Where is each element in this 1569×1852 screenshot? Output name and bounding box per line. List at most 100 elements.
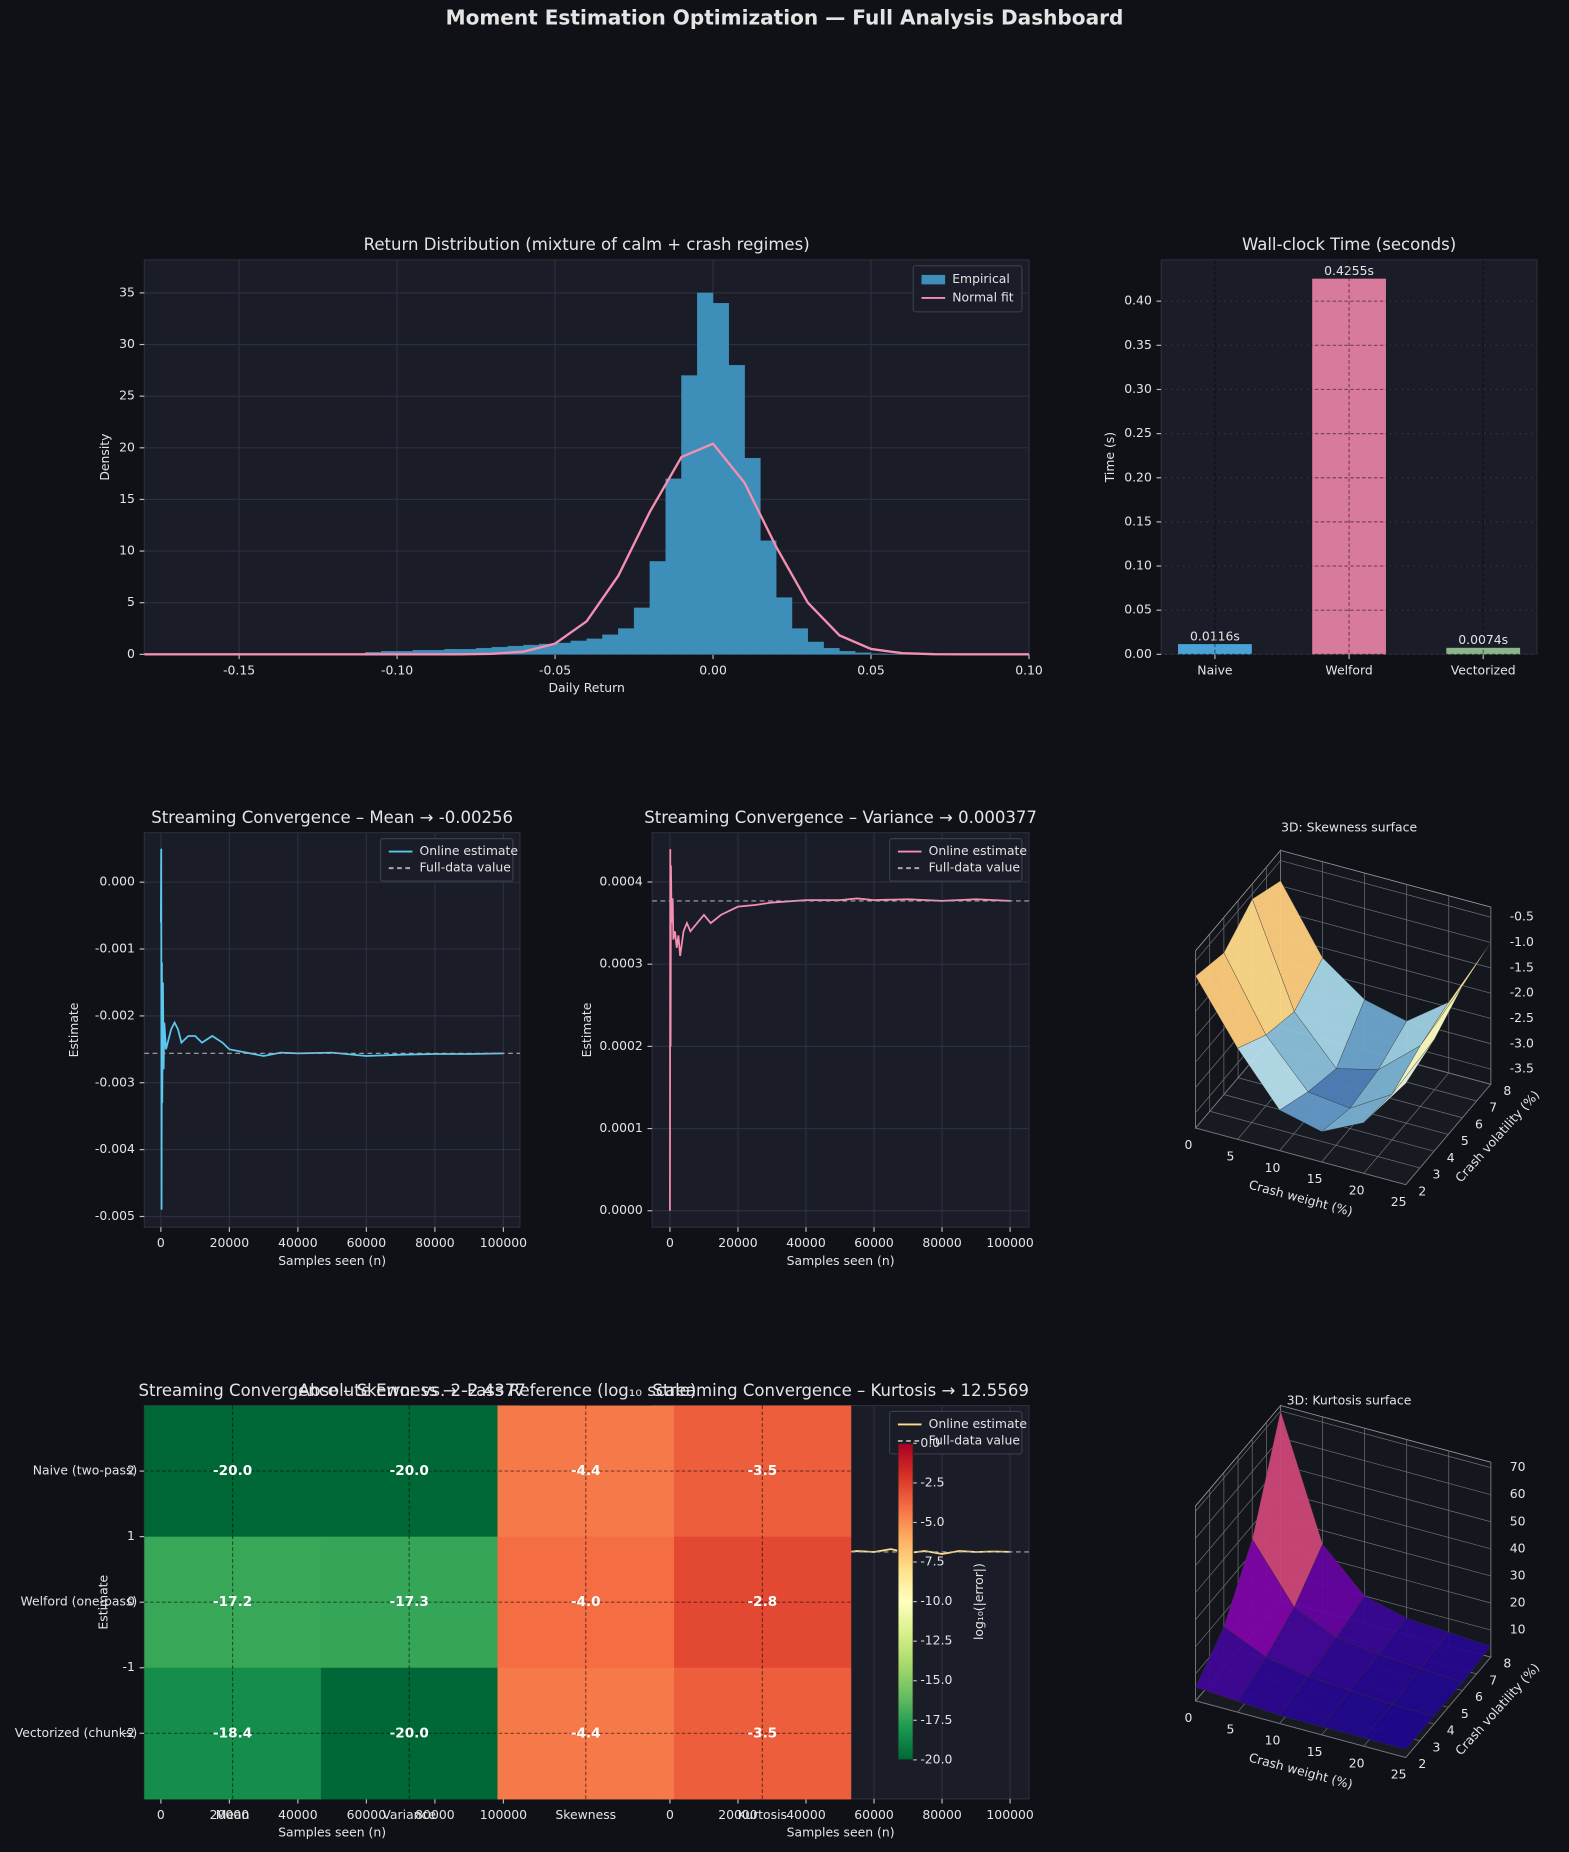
legend-label: Empirical — [952, 271, 1010, 286]
x-tick-label: 20 — [1349, 1755, 1365, 1770]
x-tick-label: 10 — [1265, 1160, 1281, 1175]
y-tick-label: 0.00 — [1124, 646, 1152, 661]
cell-label: -20.0 — [213, 1463, 252, 1479]
x-tick-label: 100000 — [986, 1807, 1033, 1822]
legend-label: Online estimate — [929, 843, 1027, 858]
histogram-bar — [602, 634, 619, 655]
legend-swatch — [921, 274, 946, 285]
legend-label: Full-data value — [929, 1432, 1020, 1447]
histogram-bar — [665, 478, 682, 655]
histogram-bar — [697, 292, 714, 655]
z-tick-label: 60 — [1510, 1486, 1526, 1501]
x-tick-label: 20 — [1349, 1183, 1365, 1198]
colorbar — [897, 1442, 914, 1761]
y-tick-label: 6 — [1475, 1689, 1483, 1704]
x-tick-label: 60000 — [854, 1807, 894, 1822]
cell-label: -20.0 — [390, 1725, 429, 1741]
x-tick-label: -0.15 — [223, 662, 255, 677]
column-label: Skewness — [555, 1807, 616, 1822]
x-tick-label: Naive — [1197, 662, 1232, 677]
y-tick-label: 10 — [119, 543, 135, 558]
y-tick-label: -0.003 — [95, 1074, 135, 1089]
y-tick-label: 5 — [1461, 1133, 1469, 1148]
histogram-bar — [570, 640, 587, 655]
x-tick-label: 15 — [1307, 1171, 1323, 1186]
z-tick-label: 20 — [1510, 1594, 1526, 1609]
y-tick-label: 0.10 — [1124, 558, 1152, 573]
legend-label: Full-data value — [929, 860, 1020, 875]
grid-line — [1195, 950, 1406, 1186]
column-label: Kurtosis — [738, 1807, 787, 1822]
cell-label: -20.0 — [390, 1463, 429, 1479]
histogram-bar — [760, 540, 777, 655]
histogram-bar — [728, 365, 745, 655]
column-label: Mean — [216, 1807, 250, 1822]
x-tick-label: 60000 — [347, 1807, 387, 1822]
histogram-bar — [554, 642, 572, 655]
chart-title: 3D: Kurtosis surface — [1287, 1392, 1412, 1407]
z-tick-label: 50 — [1510, 1513, 1526, 1528]
z-tick-label: -3.0 — [1510, 1035, 1534, 1050]
legend-box — [889, 838, 1023, 882]
line-series — [669, 849, 1011, 1211]
x-tick-label: 20000 — [718, 1235, 758, 1250]
histogram-bar — [823, 647, 840, 655]
page-title: Moment Estimation Optimization — Full An… — [446, 5, 1124, 29]
cell-label: -4.0 — [571, 1594, 601, 1610]
histogram-bar — [649, 561, 666, 655]
x-tick-label: 100000 — [986, 1235, 1033, 1250]
x-tick-label: 80000 — [922, 1807, 962, 1822]
cell-label: -17.3 — [390, 1594, 429, 1610]
x-tick-label: 20000 — [210, 1235, 250, 1250]
grid-line — [1195, 860, 1491, 962]
histogram-bar — [839, 651, 856, 655]
y-tick-label: 0.0000 — [599, 1202, 642, 1217]
bar — [1312, 278, 1386, 655]
cell-label: -4.4 — [571, 1463, 601, 1479]
y-axis-label: Time (s) — [1102, 432, 1117, 483]
surface-face — [1363, 1704, 1435, 1750]
plot-area — [143, 259, 1030, 655]
y-tick-label: 0.05 — [1124, 602, 1152, 617]
x-tick-label: 10 — [1265, 1733, 1281, 1748]
colorbar-tick-label: -5.0 — [920, 1514, 944, 1529]
x-tick-label: 0.05 — [857, 662, 885, 677]
cell-label: -18.4 — [213, 1725, 252, 1741]
x-axis-label: Samples seen (n) — [787, 1253, 895, 1268]
colorbar-label: log₁₀(|error|) — [971, 1563, 986, 1640]
histogram-bar — [681, 375, 698, 655]
value-label: 0.0116s — [1190, 629, 1240, 644]
chart-title: Streaming Convergence – Mean → -0.00256 — [151, 808, 513, 827]
y-tick-label: -0.005 — [95, 1208, 135, 1223]
y-tick-label: 0.40 — [1124, 293, 1152, 308]
x-tick-label: 40000 — [786, 1807, 826, 1822]
x-tick-label: 5 — [1227, 1721, 1235, 1736]
y-tick-label: 0 — [127, 646, 135, 661]
x-tick-label: 20000 — [210, 1807, 250, 1822]
y-tick-label: 5 — [1461, 1706, 1469, 1721]
colorbar-tick-label: -12.5 — [920, 1633, 952, 1648]
z-tick-label: 30 — [1510, 1567, 1526, 1582]
y-tick-label: 15 — [119, 491, 135, 506]
histogram-bar — [586, 638, 603, 655]
value-label: 0.0074s — [1458, 632, 1508, 647]
legend-label: Full-data value — [420, 860, 511, 875]
histogram-bar — [776, 597, 793, 655]
chart-title: Absolute Error vs. 2-Pass Reference (log… — [299, 1381, 697, 1400]
row-label: Naive (two-pass) — [33, 1463, 138, 1478]
colorbar-tick-label: -15.0 — [920, 1672, 952, 1687]
z-tick-label: -0.5 — [1510, 909, 1534, 924]
y-tick-label: 8 — [1503, 1083, 1511, 1098]
y-tick-label: 0.0001 — [599, 1120, 642, 1135]
y-tick-label: -0.002 — [95, 1007, 135, 1022]
bar — [1178, 644, 1252, 655]
x-tick-label: 0 — [666, 1235, 674, 1250]
x-tick-label: 25 — [1391, 1194, 1407, 1209]
x-tick-label: 100000 — [480, 1807, 527, 1822]
y-tick-label: -0.004 — [95, 1141, 135, 1156]
y-tick-label: -1 — [123, 1659, 135, 1674]
y-tick-label: 35 — [119, 284, 135, 299]
histogram-bar — [633, 607, 651, 655]
x-axis-label: Daily Return — [548, 680, 624, 695]
x-tick-label: 15 — [1307, 1744, 1323, 1759]
